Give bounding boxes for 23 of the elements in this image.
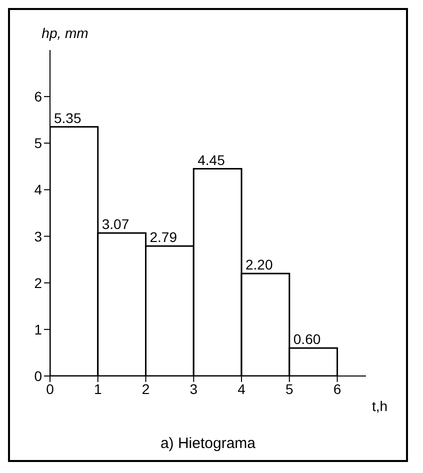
- data-label: 0.60: [293, 331, 321, 348]
- y-axis-title: hp, mm: [42, 25, 89, 41]
- x-tick-label: 6: [333, 380, 342, 397]
- data-label: 5.35: [54, 110, 82, 126]
- y-tick-label: 0: [34, 368, 42, 384]
- y-tick-label: 1: [34, 321, 42, 338]
- text: a) Hietograma: [159, 435, 257, 452]
- x-tick-label: 2: [142, 380, 150, 397]
- data-label: 4.45: [198, 152, 226, 168]
- x-tick-label: 3: [190, 380, 198, 397]
- y-tick-label: 3: [34, 228, 42, 244]
- y-tick-label: 6: [34, 88, 42, 105]
- x-tick-label: 1: [94, 380, 102, 397]
- data-label: 2.79: [150, 229, 178, 246]
- x-tick-label: 5: [285, 380, 294, 397]
- y-tick-label: 5: [34, 135, 42, 152]
- x-tick-label: 4: [238, 380, 246, 397]
- data-label: 2.20: [246, 256, 273, 273]
- y-tick-label: 2: [34, 274, 42, 291]
- y-tick-label: 4: [34, 182, 42, 198]
- x-tick-label: 0: [46, 380, 54, 397]
- data-label: 3.07: [102, 216, 130, 232]
- x-axis-title: t,h: [372, 398, 388, 414]
